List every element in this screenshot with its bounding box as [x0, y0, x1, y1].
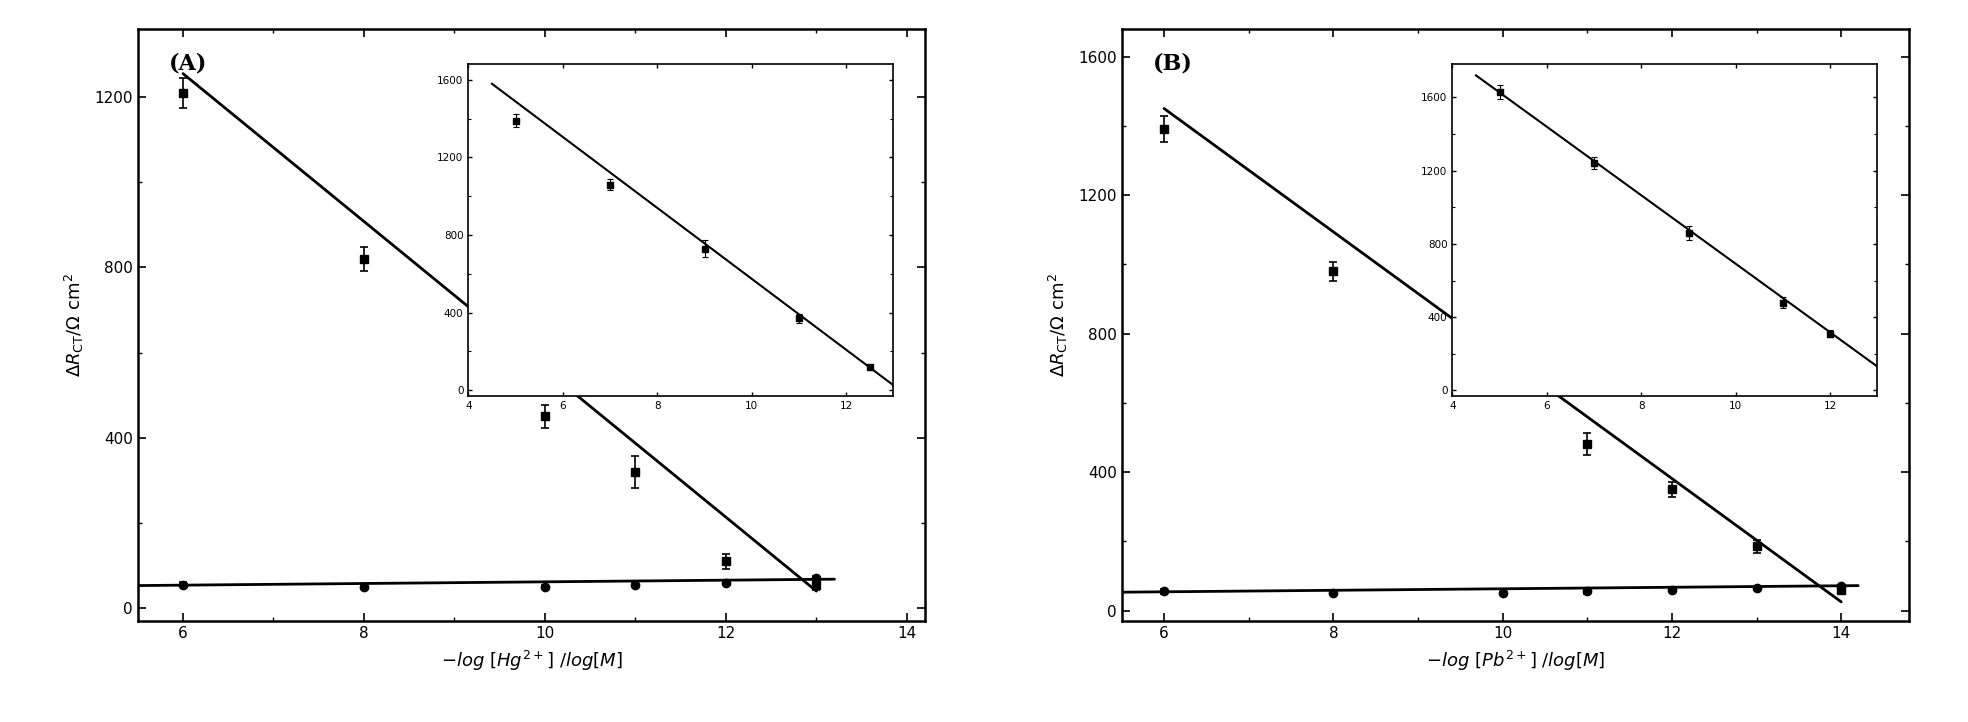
- Text: (B): (B): [1153, 53, 1193, 74]
- X-axis label: $-log\ [\mathit{Hg}^{2+}]\ /log[M]$: $-log\ [\mathit{Hg}^{2+}]\ /log[M]$: [441, 649, 622, 673]
- Y-axis label: $\Delta \mathit{R}_{\rm CT}/\Omega\ \rm cm^2$: $\Delta \mathit{R}_{\rm CT}/\Omega\ \rm …: [1047, 273, 1071, 377]
- X-axis label: $-log\ [\mathit{Pb}^{2+}]\ /log[M]$: $-log\ [\mathit{Pb}^{2+}]\ /log[M]$: [1425, 649, 1606, 673]
- Y-axis label: $\Delta \mathit{R}_{\rm CT}/\Omega\ \rm cm^2$: $\Delta \mathit{R}_{\rm CT}/\Omega\ \rm …: [63, 273, 87, 377]
- Text: (A): (A): [169, 53, 207, 74]
